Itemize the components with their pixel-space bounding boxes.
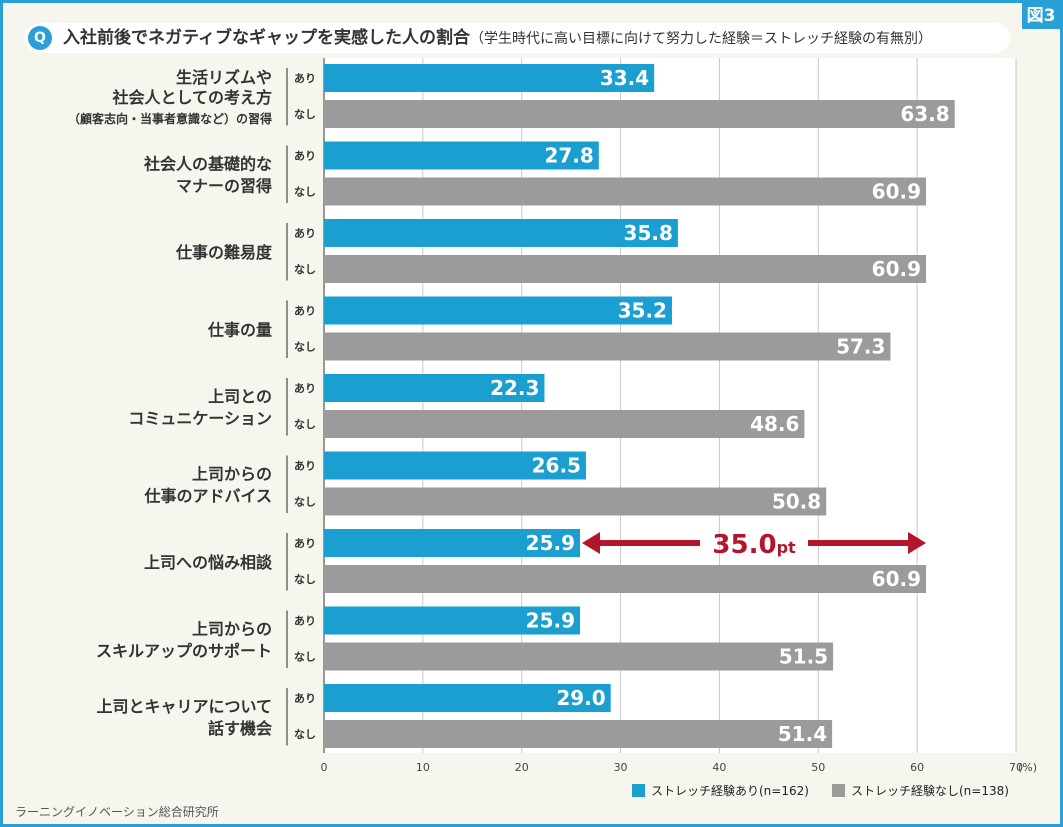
tick-label: 60 — [910, 761, 924, 774]
group-label-nashi: なし — [294, 651, 316, 664]
value-label: 57.3 — [836, 335, 885, 359]
plot-area — [324, 58, 1016, 753]
group-label-nashi: なし — [294, 728, 316, 741]
value-label: 51.4 — [778, 722, 827, 746]
bar-ari — [324, 684, 611, 712]
bar-ari — [324, 219, 678, 247]
value-label: 22.3 — [490, 376, 539, 400]
group-label-ari: あり — [294, 692, 316, 705]
bar-nashi — [324, 255, 927, 283]
legend-label-ari: ストレッチ経験あり(n=162) — [651, 783, 809, 798]
tick-label: 20 — [515, 761, 529, 774]
category-label: 上司との — [208, 387, 272, 406]
category-label: 仕事の量 — [207, 320, 272, 339]
gap-callout-number: 35.0 — [712, 530, 776, 560]
question-title: 入社前後でネガティブなギャップを実感した人の割合 — [63, 28, 470, 48]
group-label-ari: あり — [294, 150, 316, 163]
bar-ari — [324, 296, 672, 325]
legend-swatch-ari — [632, 784, 645, 797]
category-label: 仕事のアドバイス — [143, 486, 272, 505]
group-label-ari: あり — [294, 537, 316, 550]
category-label: 社会人としての考え方 — [111, 88, 272, 107]
bar-ari — [324, 606, 581, 635]
gap-callout-value: 35.0pt — [712, 530, 796, 560]
category-label: 社会人の基礎的な — [143, 154, 272, 173]
group-label-ari: あり — [294, 382, 316, 395]
tick-label: 50 — [811, 761, 825, 774]
group-label-ari: あり — [294, 615, 316, 628]
group-label-nashi: なし — [294, 108, 316, 121]
category-label: 上司からの — [192, 464, 272, 483]
bar-nashi — [324, 642, 834, 671]
bar-nashi — [324, 720, 833, 748]
value-label: 48.6 — [750, 412, 799, 436]
question-subtitle: （学生時代に高い目標に向けて努力した経験＝ストレッチ経験の有無別） — [469, 31, 932, 47]
value-label: 29.0 — [556, 686, 605, 710]
bar-ari — [324, 529, 581, 557]
bar-ari — [324, 141, 599, 170]
bar-nashi — [324, 410, 805, 438]
tick-label: 10 — [416, 761, 430, 774]
bar-nashi — [324, 565, 927, 593]
value-label: 35.8 — [624, 221, 673, 245]
group-label-nashi: なし — [294, 341, 316, 354]
category-label: （顧客志向・当事者意識など）の習得 — [68, 111, 272, 126]
q-badge: Q — [28, 26, 52, 50]
category-label: 生活リズムや — [176, 68, 272, 87]
axis-unit-label: (%) — [1018, 761, 1037, 774]
question-text: 入社前後でネガティブなギャップを実感した人の割合（学生時代に高い目標に向けて努力… — [63, 23, 932, 53]
group-label-nashi: なし — [294, 496, 316, 509]
tick-label: 30 — [614, 761, 628, 774]
category-label: 上司とキャリアについて — [96, 697, 272, 716]
value-label: 50.8 — [772, 490, 821, 514]
value-label: 60.9 — [872, 257, 921, 281]
group-label-nashi: なし — [294, 573, 316, 586]
tick-label: 70 — [1009, 761, 1023, 774]
value-label: 60.9 — [872, 567, 921, 591]
legend-swatch-nashi — [832, 784, 845, 797]
value-label: 27.8 — [544, 144, 593, 168]
value-label: 26.5 — [532, 454, 581, 478]
group-label-nashi: なし — [294, 263, 316, 276]
value-label: 25.9 — [526, 609, 575, 633]
group-label-nashi: なし — [294, 186, 316, 199]
value-label: 35.2 — [618, 299, 667, 323]
value-label: 51.5 — [779, 645, 828, 669]
category-label: 上司への悩み相談 — [144, 553, 273, 572]
bar-ari — [324, 64, 655, 92]
group-label-ari: あり — [294, 460, 316, 473]
question-header: Q 入社前後でネガティブなギャップを実感した人の割合（学生時代に高い目標に向けて… — [25, 23, 1010, 53]
legend-label-nashi: ストレッチ経験なし(n=138) — [851, 783, 1009, 798]
bar-nashi — [324, 100, 955, 128]
category-label: 仕事の難易度 — [175, 243, 273, 262]
bar-nashi — [324, 177, 927, 206]
value-label: 60.9 — [872, 180, 921, 204]
group-label-ari: あり — [294, 227, 316, 240]
group-label-nashi: なし — [294, 418, 316, 431]
gap-callout-unit: pt — [777, 538, 796, 557]
figure-tag: 図3 — [1022, 3, 1060, 29]
group-label-ari: あり — [294, 305, 316, 318]
tick-label: 0 — [321, 761, 328, 774]
source-credit: ラーニングイノベーション総合研究所 — [15, 805, 219, 819]
value-label: 33.4 — [600, 66, 649, 90]
category-label: 話す機会 — [208, 719, 272, 738]
value-label: 63.8 — [900, 102, 949, 126]
bar-ari — [324, 374, 545, 402]
category-label: マナーの習得 — [176, 176, 272, 195]
bar-nashi — [324, 487, 827, 516]
gap-arrow-head-right — [908, 532, 927, 554]
bar-ari — [324, 451, 586, 480]
value-label: 25.9 — [526, 531, 575, 555]
group-label-ari: あり — [294, 72, 316, 85]
gap-arrow-head-left — [582, 532, 601, 554]
category-label: 上司からの — [192, 619, 272, 638]
tick-label: 40 — [712, 761, 726, 774]
bar-nashi — [324, 332, 891, 361]
category-label: コミュニケーション — [128, 409, 272, 428]
category-label: スキルアップのサポート — [96, 641, 272, 660]
